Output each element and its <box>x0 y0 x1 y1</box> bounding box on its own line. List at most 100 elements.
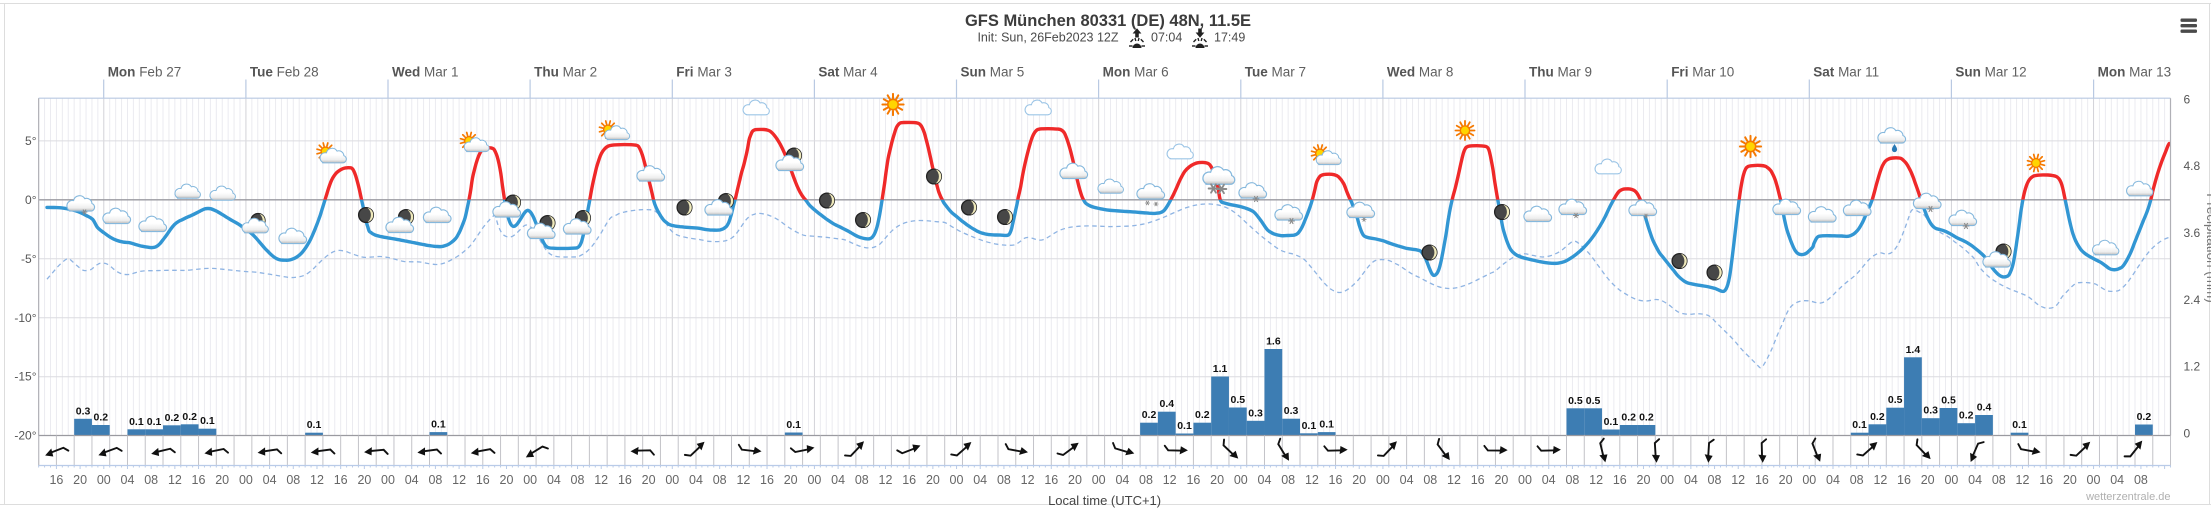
svg-text:Tue Mar 7: Tue Mar 7 <box>1245 65 1306 80</box>
svg-text:Mon Mar 6: Mon Mar 6 <box>1103 65 1169 80</box>
svg-text:16: 16 <box>1897 473 1911 487</box>
svg-text:16: 16 <box>2039 473 2053 487</box>
svg-text:12: 12 <box>1305 473 1319 487</box>
svg-text:08: 08 <box>144 473 158 487</box>
svg-text:00: 00 <box>1234 473 1248 487</box>
svg-text:16: 16 <box>1186 473 1200 487</box>
svg-text:0.5: 0.5 <box>1586 395 1601 407</box>
svg-text:Wed Mar 1: Wed Mar 1 <box>392 65 459 80</box>
svg-text:16: 16 <box>1044 473 1058 487</box>
svg-text:12: 12 <box>736 473 750 487</box>
svg-text:00: 00 <box>2087 473 2101 487</box>
svg-text:1.2: 1.2 <box>2184 360 2201 374</box>
svg-text:0.5: 0.5 <box>1888 394 1903 406</box>
svg-text:04: 04 <box>1115 473 1129 487</box>
svg-text:04: 04 <box>1826 473 1840 487</box>
svg-text:12: 12 <box>594 473 608 487</box>
svg-text:-10°: -10° <box>14 311 36 325</box>
svg-text:20: 20 <box>73 473 87 487</box>
svg-text:0.1: 0.1 <box>2012 419 2027 431</box>
svg-text:Fri Mar 10: Fri Mar 10 <box>1671 65 1734 80</box>
svg-text:20: 20 <box>1352 473 1366 487</box>
svg-text:08: 08 <box>286 473 300 487</box>
svg-text:20: 20 <box>642 473 656 487</box>
svg-text:07:04: 07:04 <box>1151 31 1182 45</box>
svg-text:16: 16 <box>618 473 632 487</box>
svg-text:0.2: 0.2 <box>1870 411 1885 423</box>
svg-text:20: 20 <box>1068 473 1082 487</box>
svg-text:2.4: 2.4 <box>2184 293 2201 307</box>
svg-text:00: 00 <box>1802 473 1816 487</box>
svg-text:08: 08 <box>997 473 1011 487</box>
svg-text:12: 12 <box>452 473 466 487</box>
svg-text:16: 16 <box>192 473 206 487</box>
svg-text:04: 04 <box>1968 473 1982 487</box>
svg-text:16: 16 <box>1613 473 1627 487</box>
svg-text:08: 08 <box>428 473 442 487</box>
svg-text:Thu Mar 2: Thu Mar 2 <box>534 65 597 80</box>
svg-text:20: 20 <box>1637 473 1651 487</box>
svg-text:4.8: 4.8 <box>2184 159 2201 173</box>
svg-text:12: 12 <box>1731 473 1745 487</box>
svg-text:00: 00 <box>807 473 821 487</box>
svg-text:04: 04 <box>1258 473 1272 487</box>
svg-text:12: 12 <box>1163 473 1177 487</box>
svg-text:16: 16 <box>476 473 490 487</box>
svg-text:Tue Feb 28: Tue Feb 28 <box>250 65 319 80</box>
svg-text:00: 00 <box>381 473 395 487</box>
svg-text:12: 12 <box>1021 473 1035 487</box>
svg-text:20: 20 <box>500 473 514 487</box>
svg-text:0.1: 0.1 <box>1852 419 1867 431</box>
svg-text:0.2: 0.2 <box>2137 411 2152 423</box>
svg-text:0.3: 0.3 <box>1284 405 1299 417</box>
svg-text:16: 16 <box>1329 473 1343 487</box>
svg-text:16: 16 <box>49 473 63 487</box>
svg-text:00: 00 <box>1944 473 1958 487</box>
svg-text:0.2: 0.2 <box>1639 412 1654 424</box>
svg-text:00: 00 <box>665 473 679 487</box>
svg-text:12: 12 <box>310 473 324 487</box>
svg-text:08: 08 <box>1708 473 1722 487</box>
svg-text:Thu Mar 9: Thu Mar 9 <box>1529 65 1592 80</box>
svg-text:08: 08 <box>571 473 585 487</box>
svg-text:12: 12 <box>1447 473 1461 487</box>
svg-text:0.2: 0.2 <box>1142 409 1157 421</box>
svg-text:Wed Mar 8: Wed Mar 8 <box>1387 65 1454 80</box>
svg-text:04: 04 <box>831 473 845 487</box>
svg-text:04: 04 <box>2110 473 2124 487</box>
svg-text:0.2: 0.2 <box>1959 410 1974 422</box>
svg-text:04: 04 <box>405 473 419 487</box>
svg-text:04: 04 <box>1400 473 1414 487</box>
svg-text:Mon Mar 13: Mon Mar 13 <box>2098 65 2172 80</box>
svg-text:20: 20 <box>357 473 371 487</box>
svg-text:04: 04 <box>121 473 135 487</box>
svg-text:16: 16 <box>1755 473 1769 487</box>
svg-text:08: 08 <box>1281 473 1295 487</box>
svg-text:12: 12 <box>1873 473 1887 487</box>
svg-text:0.5: 0.5 <box>1941 395 1956 407</box>
svg-text:Sat Mar 11: Sat Mar 11 <box>1813 65 1879 80</box>
svg-text:0.2: 0.2 <box>1621 412 1636 424</box>
svg-text:08: 08 <box>1992 473 2006 487</box>
svg-text:0.3: 0.3 <box>1923 405 1938 417</box>
svg-text:08: 08 <box>2134 473 2148 487</box>
svg-text:08: 08 <box>1139 473 1153 487</box>
svg-text:12: 12 <box>879 473 893 487</box>
svg-text:Mon Feb 27: Mon Feb 27 <box>108 65 182 80</box>
svg-text:-5°: -5° <box>21 252 37 266</box>
svg-text:Init: Sun, 26Feb2023 12Z: Init: Sun, 26Feb2023 12Z <box>977 31 1118 45</box>
svg-text:04: 04 <box>1684 473 1698 487</box>
svg-text:Sun Mar 12: Sun Mar 12 <box>1955 65 2026 80</box>
svg-text:0.5: 0.5 <box>1568 395 1583 407</box>
svg-text:0.2: 0.2 <box>165 412 180 424</box>
svg-text:0.1: 0.1 <box>147 416 162 428</box>
svg-text:08: 08 <box>713 473 727 487</box>
svg-text:16: 16 <box>902 473 916 487</box>
svg-text:0.2: 0.2 <box>1195 409 1210 421</box>
svg-text:20: 20 <box>1779 473 1793 487</box>
svg-text:0.4: 0.4 <box>1977 402 1992 414</box>
svg-text:16: 16 <box>760 473 774 487</box>
svg-text:12: 12 <box>2016 473 2030 487</box>
svg-text:0.4: 0.4 <box>1159 398 1174 410</box>
svg-text:0°: 0° <box>25 193 37 207</box>
